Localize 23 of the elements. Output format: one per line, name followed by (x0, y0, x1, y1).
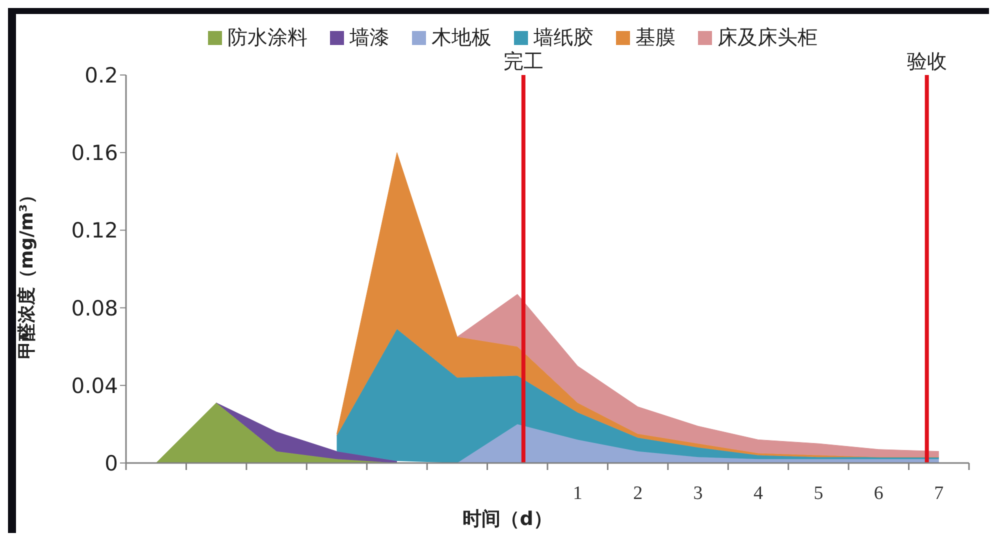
ref-line-label: 完工 (503, 49, 544, 73)
x-tick-label: 4 (754, 483, 764, 504)
x-tick-label: 5 (814, 483, 824, 504)
legend-label: 床及床头柜 (718, 24, 818, 51)
x-tick-label: 6 (874, 483, 884, 504)
y-axis-title: 甲醛浓度（mg/m³） (16, 186, 38, 359)
legend-label: 墙漆 (350, 24, 390, 51)
x-tick-label: 3 (693, 483, 703, 504)
y-tick-label: 0.2 (84, 63, 118, 88)
y-tick-label: 0.12 (71, 218, 118, 243)
y-tick-label: 0.04 (71, 374, 118, 398)
y-tick-label: 0.16 (71, 141, 118, 166)
ref-line-label: 验收 (906, 49, 947, 73)
legend-label: 墙纸胶 (534, 24, 594, 51)
legend-label: 木地板 (432, 24, 492, 51)
x-tick-label: 1 (572, 483, 582, 504)
legend-label: 基膜 (636, 24, 676, 51)
y-tick-label: 0 (104, 451, 118, 476)
x-tick-label: 2 (633, 483, 643, 504)
x-axis-title: 时间（d） (462, 508, 552, 530)
y-tick-label: 0.08 (71, 296, 118, 320)
legend-label: 防水涂料 (228, 24, 308, 51)
x-tick-label: 7 (934, 483, 944, 504)
